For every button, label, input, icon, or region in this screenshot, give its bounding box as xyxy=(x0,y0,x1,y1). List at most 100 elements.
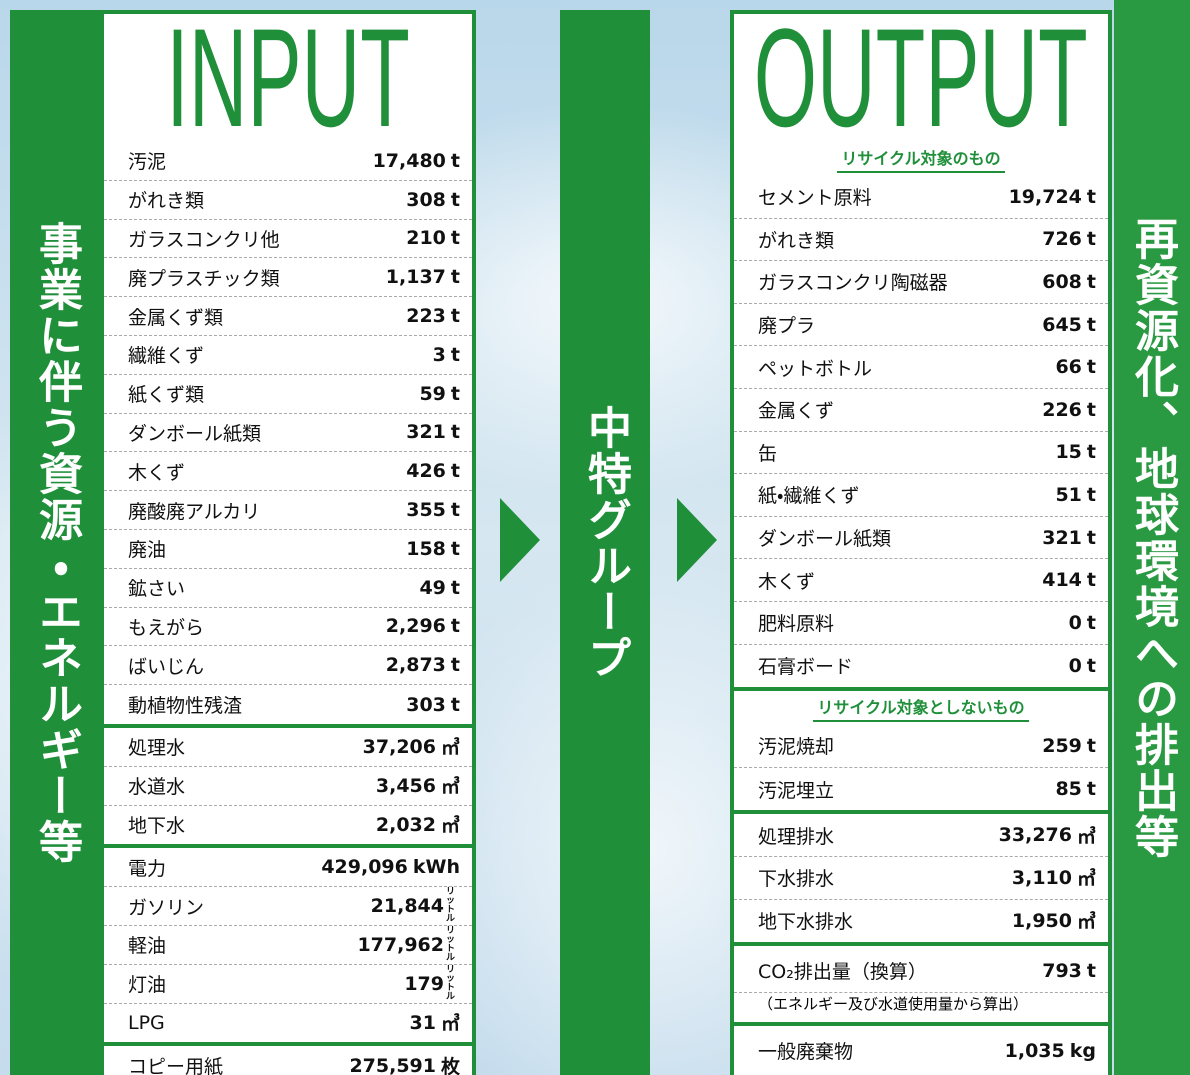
item-name: 紙くず類 xyxy=(128,384,205,407)
unit: t xyxy=(1086,526,1096,549)
item-value: 2,032 ㎥ xyxy=(376,811,460,838)
section-heading: リサイクル対象のもの xyxy=(734,142,1108,176)
center-bar: 中特グループ xyxy=(560,10,650,1075)
group: 汚泥 17,480 t がれき類 308 t ガラスコンクリ他 210 t 廃プラスチック類 1,1… xyxy=(104,142,472,724)
value: 66 xyxy=(1055,356,1082,379)
item-name: 地下水排水 xyxy=(758,911,854,934)
table-row: 汚泥焼却 259 t xyxy=(734,725,1108,768)
item-name: 汚泥埋立 xyxy=(758,779,835,802)
unit: リットル xyxy=(446,964,456,1002)
unit: ㎥ xyxy=(440,737,460,760)
item-name: ダンボール紙類 xyxy=(128,422,262,445)
item-name: がれき類 xyxy=(758,229,835,252)
unit: t xyxy=(450,227,460,250)
table-row: ガラスコンクリ陶磁器 608 t xyxy=(734,261,1108,304)
item-value: 1,137 t xyxy=(386,266,460,288)
value: 210 xyxy=(406,227,446,250)
value: 726 xyxy=(1042,228,1082,251)
unit: t xyxy=(450,576,460,599)
table-row: ガソリン 21,844 リットル xyxy=(104,887,472,926)
group: コピー用紙 275,591 枚 xyxy=(104,1042,472,1075)
right-bar: 再資源化、地球環境への排出等 xyxy=(1114,0,1190,1075)
value: 426 xyxy=(406,460,446,483)
table-row: 紙くず類 59 t xyxy=(104,375,472,414)
value: 1,137 xyxy=(385,266,446,289)
value: 158 xyxy=(406,537,446,560)
unit: t xyxy=(1086,356,1096,379)
arrow xyxy=(500,498,540,582)
unit: t xyxy=(1086,959,1096,982)
value: 19,724 xyxy=(1008,185,1082,208)
item-value: 414 t xyxy=(1042,569,1096,591)
item-value: 321 t xyxy=(406,421,460,443)
item-value: 303 t xyxy=(406,694,460,716)
item-value: 2,296 t xyxy=(386,615,460,637)
group: 電力 429,096 kWh ガソリン 21,844 リットル 軽油 177,962 リットル灯… xyxy=(104,844,472,1042)
heading-text: リサイクル対象のもの xyxy=(837,145,1005,173)
value: 33,276 xyxy=(998,824,1072,847)
value: 793 xyxy=(1042,959,1082,982)
value: 414 xyxy=(1042,569,1082,592)
item-name: 石膏ボード xyxy=(758,656,854,679)
value: 308 xyxy=(406,188,446,211)
table-row: ダンボール紙類 321 t xyxy=(104,414,472,453)
right-label: 再資源化、地球環境への排出等 xyxy=(1127,215,1178,860)
unit: ㎥ xyxy=(440,815,460,838)
value: 355 xyxy=(406,499,446,522)
item-value: 226 t xyxy=(1042,399,1096,421)
value: 2,032 xyxy=(375,813,436,836)
item-value: 1,950 ㎥ xyxy=(1012,907,1096,934)
table-row: ばいじん 2,873 t xyxy=(104,646,472,686)
value: 59 xyxy=(419,382,446,405)
value: 85 xyxy=(1055,778,1082,801)
item-value: 308 t xyxy=(406,189,460,211)
item-name: もえがら xyxy=(128,616,205,639)
item-value: 51 t xyxy=(1055,484,1096,506)
value: 226 xyxy=(1042,398,1082,421)
item-name: 灯油 xyxy=(128,974,167,997)
item-name: 処理水 xyxy=(128,737,186,760)
unit: t xyxy=(1086,569,1096,592)
item-value: 275,591 枚 xyxy=(349,1052,460,1075)
item-value: 726 t xyxy=(1042,228,1096,250)
unit: ㎥ xyxy=(1076,868,1096,891)
table-row: ダンボール紙類 321 t xyxy=(734,517,1108,560)
item-value: 645 t xyxy=(1042,314,1096,336)
item-name: 水道水 xyxy=(128,776,186,799)
item-name: 木くず xyxy=(128,461,186,484)
title-text: INPUT xyxy=(166,14,410,142)
group: リサイクル対象としないもの 汚泥焼却 259 t 汚泥埋立 85 t xyxy=(734,687,1108,810)
item-name: 缶 xyxy=(758,442,778,465)
value: 429,096 xyxy=(321,856,408,879)
value: 15 xyxy=(1055,441,1082,464)
item-value: 321 t xyxy=(1042,527,1096,549)
center-label: 中特グループ xyxy=(580,404,631,681)
value: 2,873 xyxy=(385,654,446,677)
table-row: 廃プラ 645 t xyxy=(734,304,1108,347)
unit: t xyxy=(450,305,460,328)
item-value: 259 t xyxy=(1042,735,1096,757)
table-row: 金属くず類 223 t xyxy=(104,297,472,336)
table-row: ペットボトル 66 t xyxy=(734,346,1108,389)
item-name: 木くず xyxy=(758,570,816,593)
item-name: 金属くず類 xyxy=(128,306,224,329)
table-row: 処理水 37,206 ㎥ xyxy=(104,728,472,767)
item-value: 33,276 ㎥ xyxy=(999,822,1096,849)
left-label: 事業に伴う資源・エネルギー等 xyxy=(31,220,82,865)
unit: t xyxy=(450,382,460,405)
value: 321 xyxy=(406,421,446,444)
table-row: 木くず 426 t xyxy=(104,452,472,492)
unit: kg xyxy=(1069,1039,1096,1062)
item-value: 37,206 ㎥ xyxy=(363,733,460,760)
item-name: 下水排水 xyxy=(758,868,835,891)
unit: t xyxy=(1086,270,1096,293)
unit: t xyxy=(450,654,460,677)
table-row: 灯油 179 リットル xyxy=(104,965,472,1004)
item-value: 179 リットル xyxy=(404,964,460,1002)
unit: t xyxy=(450,499,460,522)
unit: t xyxy=(1086,483,1096,506)
